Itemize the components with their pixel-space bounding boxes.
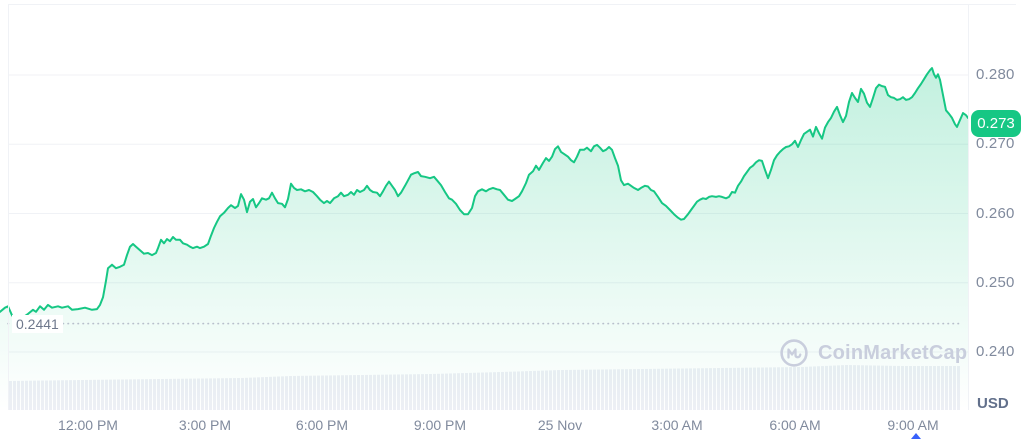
y-axis-tick: 0.250 — [976, 273, 1015, 291]
x-axis-tick: 6:00 AM — [769, 417, 821, 433]
low-price-label: 0.2441 — [12, 314, 63, 333]
x-axis-tick: 12:00 PM — [58, 417, 118, 433]
current-price-value: 0.273 — [977, 115, 1015, 133]
y-axis-tick: 0.240 — [976, 343, 1015, 360]
x-axis-tick: 6:00 PM — [295, 417, 349, 433]
y-axis-tick: 0.280 — [976, 66, 1015, 83]
price-series — [0, 67, 969, 410]
currency-unit-label: USD — [977, 395, 1009, 412]
x-axis-tick: 25 Nov — [537, 417, 583, 433]
current-time-marker-icon — [911, 433, 921, 439]
x-axis-tick: 9:00 AM — [887, 417, 939, 433]
y-axis-tick: 0.260 — [976, 204, 1015, 222]
x-axis-tick: 3:00 AM — [651, 417, 703, 433]
x-axis-tick: 3:00 PM — [178, 417, 232, 433]
y-axis-tick: 0.270 — [976, 135, 1015, 153]
chart-left-border — [8, 4, 9, 410]
chart-right-border — [968, 4, 969, 410]
x-axis-tick: 9:00 PM — [413, 417, 467, 433]
chart-top-border — [8, 4, 1016, 5]
current-price-badge: 0.273 — [971, 110, 1021, 138]
